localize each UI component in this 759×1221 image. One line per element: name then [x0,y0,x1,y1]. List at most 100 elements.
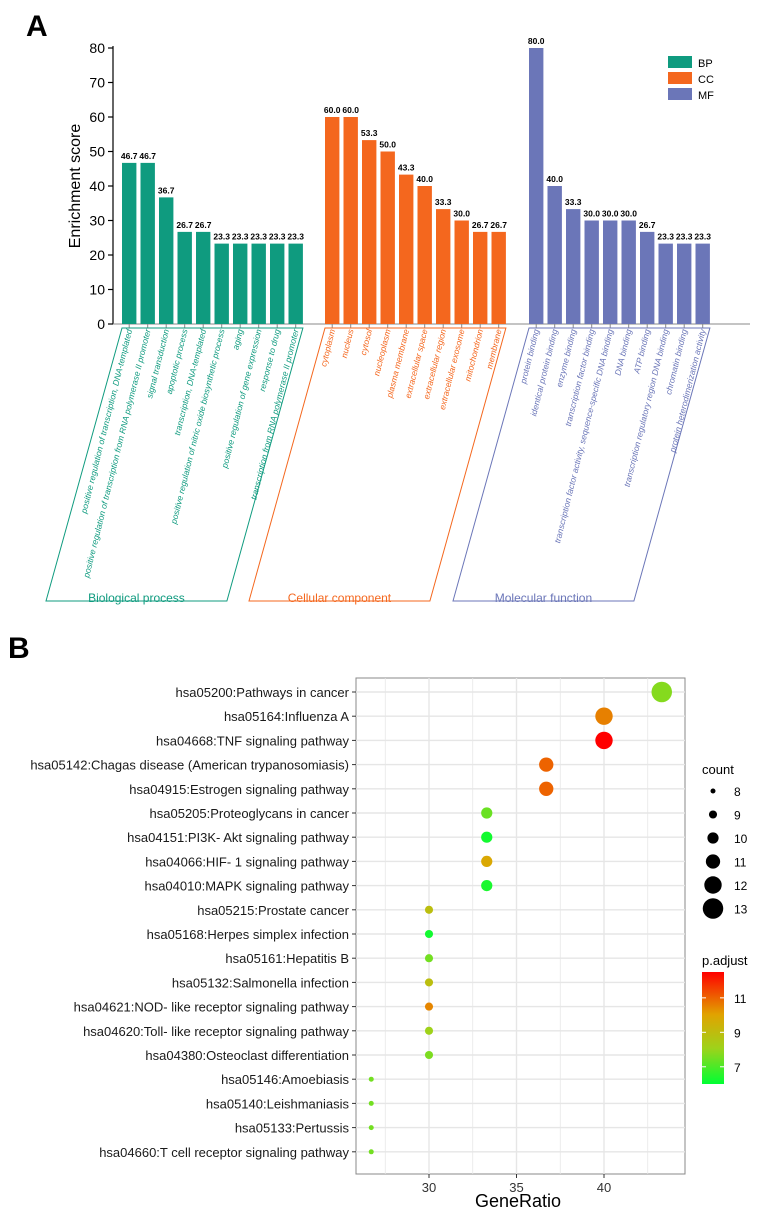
group-bracket-bp [45,327,304,602]
y-tick-label: 30 [89,213,105,229]
pathway-dot [424,1026,434,1035]
pathway-label: hsa05133:Pertussis [235,1121,350,1136]
pathway-label: hsa04010:MAPK signaling pathway [144,879,349,894]
bar-value-label: 33.3 [565,197,582,207]
size-legend-label: 11 [734,856,747,870]
bar-bp [140,162,155,324]
pathway-dot [481,855,493,868]
bar-value-label: 50.0 [379,140,396,150]
bar-cc [399,174,414,324]
pathway-label: hsa05168:Herpes simplex infection [147,927,349,942]
pathway-label: hsa05132:Salmonella infection [172,975,349,990]
bar-cc [436,209,451,324]
pathway-dot [651,681,672,703]
pathway-label: hsa04668:TNF signaling pathway [156,733,349,748]
panel-a-letter: A [26,10,48,43]
legend-label-mf: MF [698,90,714,102]
bar-mf [584,220,599,324]
pathway-dot [481,807,493,819]
bar-value-label: 40.0 [546,174,563,184]
pathway-dot [368,1076,374,1082]
bar-value-label: 23.3 [676,232,693,242]
category-label: nucleoplasm [371,328,392,377]
group-bracket-cc [248,327,507,602]
pathway-label: hsa05205:Proteoglycans in cancer [150,806,350,821]
pathway-label: hsa05140:Leishmaniasis [206,1096,350,1111]
bar-value-label: 23.3 [694,232,711,242]
bar-bp [270,243,285,324]
legend-swatch-mf [668,88,692,100]
group-label-cc: Cellular component [288,591,392,605]
bar-cc [380,151,395,324]
bar-value-label: 40.0 [416,174,433,184]
bar-value-label: 23.3 [250,232,267,242]
color-legend-label: 7 [734,1061,741,1075]
legend-swatch-bp [668,56,692,68]
category-label: cytoplasm [318,328,337,368]
bar-bp [251,243,266,324]
bar-value-label: 26.7 [195,220,212,230]
bar-mf [695,243,710,324]
size-legend-label: 12 [734,879,748,893]
pathway-label: hsa04621:NOD- like receptor signaling pa… [74,1000,350,1015]
pathway-dot [368,1149,374,1155]
color-legend-label: 11 [734,992,747,1006]
pathway-label: hsa04066:HIF- 1 signaling pathway [145,854,349,869]
size-legend-dot [710,788,716,794]
category-label: mitochondrion [463,328,486,382]
bar-value-label: 43.3 [398,163,415,173]
bar-value-label: 23.3 [213,232,230,242]
size-legend-label: 13 [734,903,748,917]
bar-value-label: 26.7 [490,220,507,230]
bar-cc [325,117,340,324]
bar-value-label: 23.3 [657,232,674,242]
bar-value-label: 26.7 [472,220,489,230]
bar-value-label: 46.7 [139,151,156,161]
color-bar [702,972,724,1084]
size-legend-dot [702,898,724,919]
bar-bp [177,231,192,324]
bar-value-label: 60.0 [342,105,359,115]
group-label-mf: Molecular function [495,591,592,605]
bar-bp [214,243,229,324]
size-legend-dot [705,854,721,869]
bar-value-label: 33.3 [435,197,452,207]
y-axis-title: Enrichment score [67,124,84,249]
pathway-label: hsa04660:T cell receptor signaling pathw… [99,1145,349,1160]
pathway-label: hsa04380:Osteoclast differentiation [145,1048,349,1063]
y-tick-label: 20 [89,247,105,263]
bar-value-label: 30.0 [453,209,470,219]
x-tick-label: 40 [597,1180,611,1195]
bar-value-label: 23.3 [287,232,304,242]
x-tick-label: 30 [422,1180,436,1195]
size-legend-dot [707,832,719,844]
bar-mf [603,220,618,324]
category-label: nucleus [339,327,356,359]
bar-bp [122,162,137,324]
category-label: aging [230,328,245,351]
group-bracket-mf [452,327,711,602]
pathway-label: hsa04151:PI3K- Akt signaling pathway [127,830,349,845]
bar-value-label: 53.3 [361,128,378,138]
bar-mf [621,220,636,324]
bar-mf [566,209,581,324]
pathway-dot [481,831,493,843]
category-label: positive regulation of gene expression [219,328,264,470]
pathway-label: hsa04915:Estrogen signaling pathway [129,782,349,797]
bar-mf [658,243,673,324]
panel-b-letter: B [8,632,30,665]
size-legend-dot [708,810,718,819]
size-legend-dot [704,876,722,894]
bar-mf [640,231,655,324]
pathway-label: hsa05146:Amoebiasis [221,1072,349,1087]
y-tick-label: 40 [89,178,105,194]
pathway-label: hsa05164:Influenza A [224,709,349,724]
y-tick-label: 50 [89,144,105,160]
size-legend-label: 8 [734,785,741,799]
bar-cc [343,117,358,324]
x-axis-title: GeneRatio [475,1191,561,1211]
bar-mf [529,48,544,324]
pathway-dot [539,757,554,772]
size-legend-label: 9 [734,809,741,823]
